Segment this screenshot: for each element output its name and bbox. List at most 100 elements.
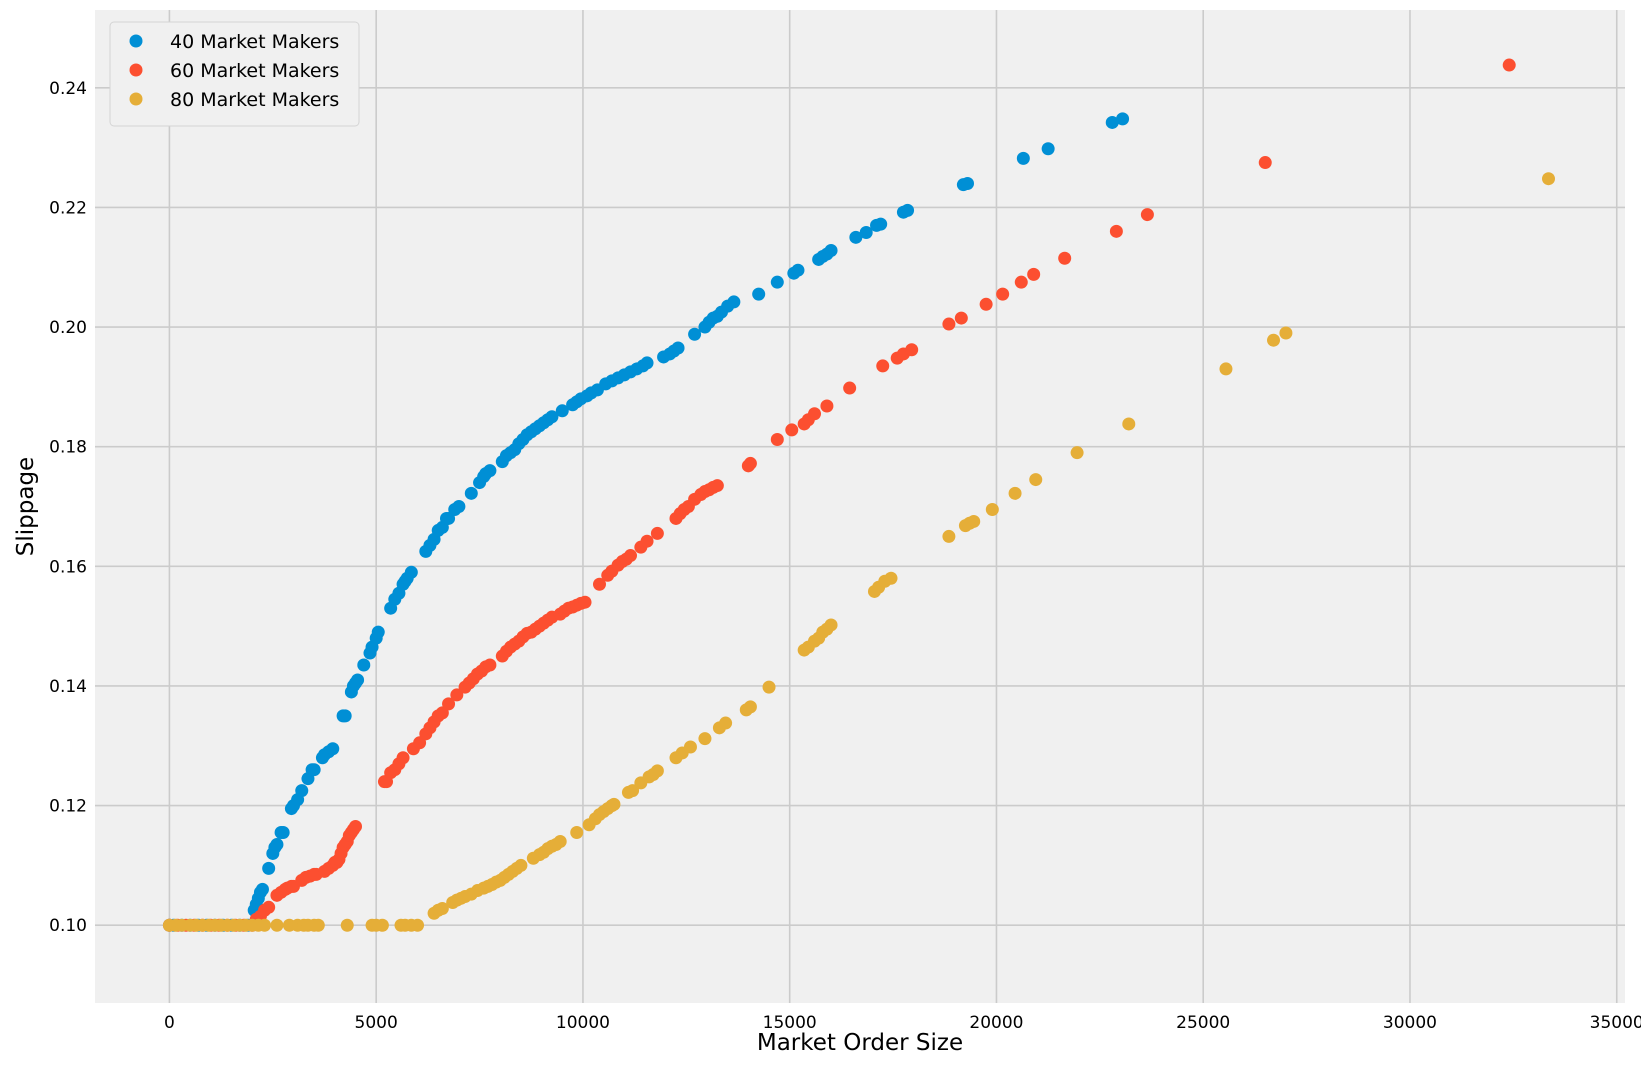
data-point xyxy=(375,918,389,932)
x-tick-label: 35000 xyxy=(1590,1013,1641,1033)
data-point xyxy=(820,399,834,413)
data-point xyxy=(357,658,371,672)
data-point xyxy=(1109,224,1123,238)
data-point xyxy=(824,243,838,257)
data-point xyxy=(276,826,290,840)
data-point xyxy=(1041,142,1055,156)
data-point xyxy=(411,918,425,932)
x-tick-label: 0 xyxy=(164,1013,175,1033)
data-point xyxy=(404,565,418,579)
data-point xyxy=(650,764,664,778)
y-axis-label: Slippage xyxy=(13,457,39,556)
data-point xyxy=(710,479,724,493)
y-tick-label: 0.22 xyxy=(49,198,87,218)
legend-label: 80 Market Makers xyxy=(170,89,339,111)
data-point xyxy=(570,826,584,840)
data-point xyxy=(905,343,919,357)
data-point xyxy=(258,918,272,932)
data-point xyxy=(967,514,981,528)
x-tick-label: 15000 xyxy=(763,1013,817,1033)
data-point xyxy=(824,618,838,632)
data-point xyxy=(262,861,276,875)
data-point xyxy=(483,658,497,672)
data-point xyxy=(340,918,354,932)
data-point xyxy=(808,407,822,421)
data-point xyxy=(483,464,497,478)
data-point xyxy=(1502,58,1516,72)
y-tick-label: 0.10 xyxy=(49,916,87,936)
data-point xyxy=(727,295,741,309)
data-point xyxy=(1116,112,1130,126)
data-point xyxy=(1140,208,1154,222)
data-point xyxy=(874,217,888,231)
data-point xyxy=(1029,473,1043,487)
data-point xyxy=(1258,156,1272,170)
data-point xyxy=(1070,446,1084,460)
data-point xyxy=(671,341,685,355)
legend-marker xyxy=(129,63,143,77)
data-point xyxy=(698,732,712,746)
data-point xyxy=(791,263,805,277)
data-point xyxy=(1267,333,1281,347)
data-point xyxy=(785,423,799,437)
data-point xyxy=(592,577,606,591)
data-point xyxy=(1008,486,1022,500)
data-point xyxy=(1279,326,1293,340)
data-point xyxy=(942,317,956,331)
x-tick-label: 5000 xyxy=(355,1013,398,1033)
data-point xyxy=(270,837,284,851)
legend-box xyxy=(109,21,360,127)
data-point xyxy=(1122,417,1136,431)
data-point xyxy=(326,742,340,756)
data-point xyxy=(553,834,567,848)
data-point xyxy=(942,529,956,543)
data-point xyxy=(464,486,478,500)
data-point xyxy=(371,625,385,639)
data-point xyxy=(770,275,784,289)
x-axis-ticks: 0 5000 10000 15000 20000 25000 30000 35000 xyxy=(164,1013,1641,1033)
y-tick-label: 0.24 xyxy=(49,79,87,99)
y-tick-label: 0.18 xyxy=(49,438,87,458)
data-point xyxy=(270,918,284,932)
data-point xyxy=(435,901,449,915)
data-point xyxy=(262,900,276,914)
data-point xyxy=(607,797,621,811)
data-point xyxy=(719,716,733,730)
data-point xyxy=(884,571,898,585)
legend-marker xyxy=(129,92,143,106)
data-point xyxy=(954,311,968,325)
data-point xyxy=(295,784,309,798)
x-tick-label: 30000 xyxy=(1383,1013,1437,1033)
data-point xyxy=(762,680,776,694)
data-point xyxy=(514,858,528,872)
data-point xyxy=(626,784,640,798)
data-point xyxy=(349,820,363,834)
data-point xyxy=(624,549,637,563)
data-point xyxy=(1105,115,1119,129)
data-point xyxy=(849,230,863,244)
y-axis-ticks: 0.10 0.12 0.14 0.16 0.18 0.20 0.22 0.24 xyxy=(49,79,87,936)
data-point xyxy=(985,502,999,516)
x-tick-label: 10000 xyxy=(556,1013,610,1033)
legend-label: 40 Market Makers xyxy=(170,31,339,53)
data-point xyxy=(450,688,464,702)
data-point xyxy=(578,595,592,609)
data-point xyxy=(338,709,352,723)
series-1-points xyxy=(162,112,1130,932)
data-point xyxy=(688,327,702,341)
data-point xyxy=(555,404,569,418)
data-point xyxy=(1058,251,1072,265)
data-point xyxy=(1219,362,1233,376)
legend: 40 Market Makers 60 Market Makers 80 Marke… xyxy=(109,21,360,127)
series-3-points xyxy=(162,172,1555,932)
data-point xyxy=(650,526,664,540)
y-tick-label: 0.20 xyxy=(49,318,87,338)
data-point xyxy=(770,433,784,447)
data-point xyxy=(640,534,654,548)
data-point xyxy=(640,356,654,370)
data-point xyxy=(876,359,890,373)
data-point xyxy=(961,176,975,190)
data-point xyxy=(1016,151,1030,165)
data-point xyxy=(452,500,466,513)
